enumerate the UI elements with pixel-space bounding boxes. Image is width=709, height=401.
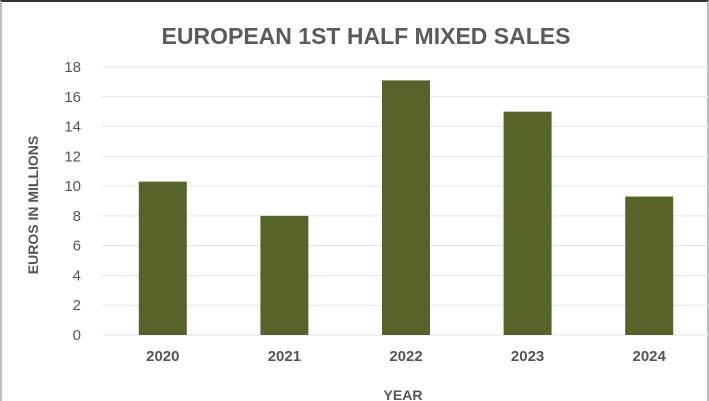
bar-2024: [625, 196, 674, 335]
y-axis-ticks: 0 2 4 6 8 10 12 14 16 18: [64, 59, 81, 344]
y-tick-label: 2: [73, 297, 81, 314]
y-tick-label: 0: [73, 327, 81, 344]
x-axis-title: YEAR: [384, 387, 423, 401]
y-tick-label: 8: [73, 208, 81, 225]
chart-title: EUROPEAN 1ST HALF MIXED SALES: [162, 23, 571, 49]
bar-2022: [382, 80, 430, 336]
y-tick-label: 18: [64, 59, 81, 76]
x-tick-label: 2024: [633, 348, 667, 365]
bars: [138, 80, 674, 336]
x-axis-ticks: 2020 2021 2022 2023 2024: [146, 348, 666, 365]
x-tick-label: 2023: [511, 348, 544, 365]
y-tick-label: 4: [73, 267, 81, 284]
bar-2020: [138, 181, 187, 335]
y-tick-label: 12: [64, 148, 81, 165]
bar-2021: [260, 215, 309, 335]
x-tick-label: 2022: [389, 348, 422, 365]
y-tick-label: 10: [64, 178, 81, 195]
y-axis-title: EUROS IN MILLIONS: [25, 136, 41, 274]
x-tick-label: 2021: [268, 348, 301, 365]
y-tick-label: 16: [64, 89, 81, 106]
y-tick-label: 14: [64, 119, 81, 136]
x-tick-label: 2020: [146, 348, 179, 365]
bar-2023: [503, 111, 552, 336]
y-tick-label: 6: [73, 238, 81, 255]
